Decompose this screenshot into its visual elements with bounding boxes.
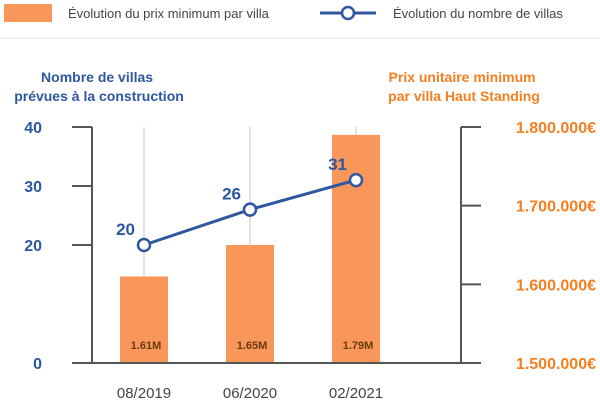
line-value-label-2: 26 bbox=[222, 185, 241, 204]
bar-1 bbox=[120, 276, 168, 363]
line-point-3 bbox=[348, 172, 364, 188]
bar-value-label-1: 1.61M bbox=[131, 340, 162, 352]
left-axis-title: Nombre de villas prévues à la constructi… bbox=[14, 69, 184, 104]
axes: 0 20 30 40 1.500.000€ 1.600.000€ 1.700.000€ 1.8… bbox=[24, 120, 596, 402]
legend-bar-swatch bbox=[4, 4, 52, 22]
bar-series bbox=[120, 134, 380, 363]
bar-value-label-3: 1.79M bbox=[343, 340, 374, 352]
left-tick-label-4: 40 bbox=[24, 120, 42, 137]
left-axis-title-line-2: prévues à la construction bbox=[14, 88, 184, 104]
left-tick-label-1: 0 bbox=[33, 356, 42, 373]
left-axis-title-line-1: Nombre de villas bbox=[41, 69, 153, 85]
x-tick-label-3: 02/2021 bbox=[329, 385, 383, 402]
left-tick-label-3: 30 bbox=[24, 179, 42, 196]
right-axis-title: Prix unitaire minimum par villa Haut Sta… bbox=[388, 69, 540, 104]
legend-bar-label: Évolution du prix minimum par villa bbox=[68, 6, 270, 21]
right-tick-label-1: 1.500.000€ bbox=[516, 356, 596, 373]
x-tick-label-2: 06/2020 bbox=[223, 385, 277, 402]
right-tick-label-4: 1.800.000€ bbox=[516, 120, 596, 137]
bar-2 bbox=[226, 245, 274, 363]
right-tick-label-2: 1.600.000€ bbox=[516, 277, 596, 294]
line-value-label-1: 20 bbox=[116, 220, 135, 239]
right-axis-title-line-2: par villa Haut Standing bbox=[388, 88, 540, 104]
legend-line-label: Évolution du nombre de villas bbox=[393, 6, 563, 21]
bar-value-label-2: 1.65M bbox=[237, 340, 268, 352]
x-tick-label-1: 08/2019 bbox=[117, 385, 171, 402]
line-point-2 bbox=[242, 202, 258, 217]
line-point-1 bbox=[136, 237, 152, 253]
right-axis-title-line-1: Prix unitaire minimum bbox=[389, 69, 536, 85]
line-series bbox=[136, 172, 364, 253]
left-tick-label-2: 20 bbox=[24, 238, 42, 255]
line-value-label-3: 31 bbox=[328, 155, 347, 174]
legend-line-marker bbox=[340, 5, 356, 21]
right-tick-label-3: 1.700.000€ bbox=[516, 199, 596, 216]
data-labels: 1.61M 1.65M 1.79M 20 26 31 bbox=[116, 155, 373, 352]
legend: Évolution du prix minimum par villa Évol… bbox=[4, 4, 563, 22]
